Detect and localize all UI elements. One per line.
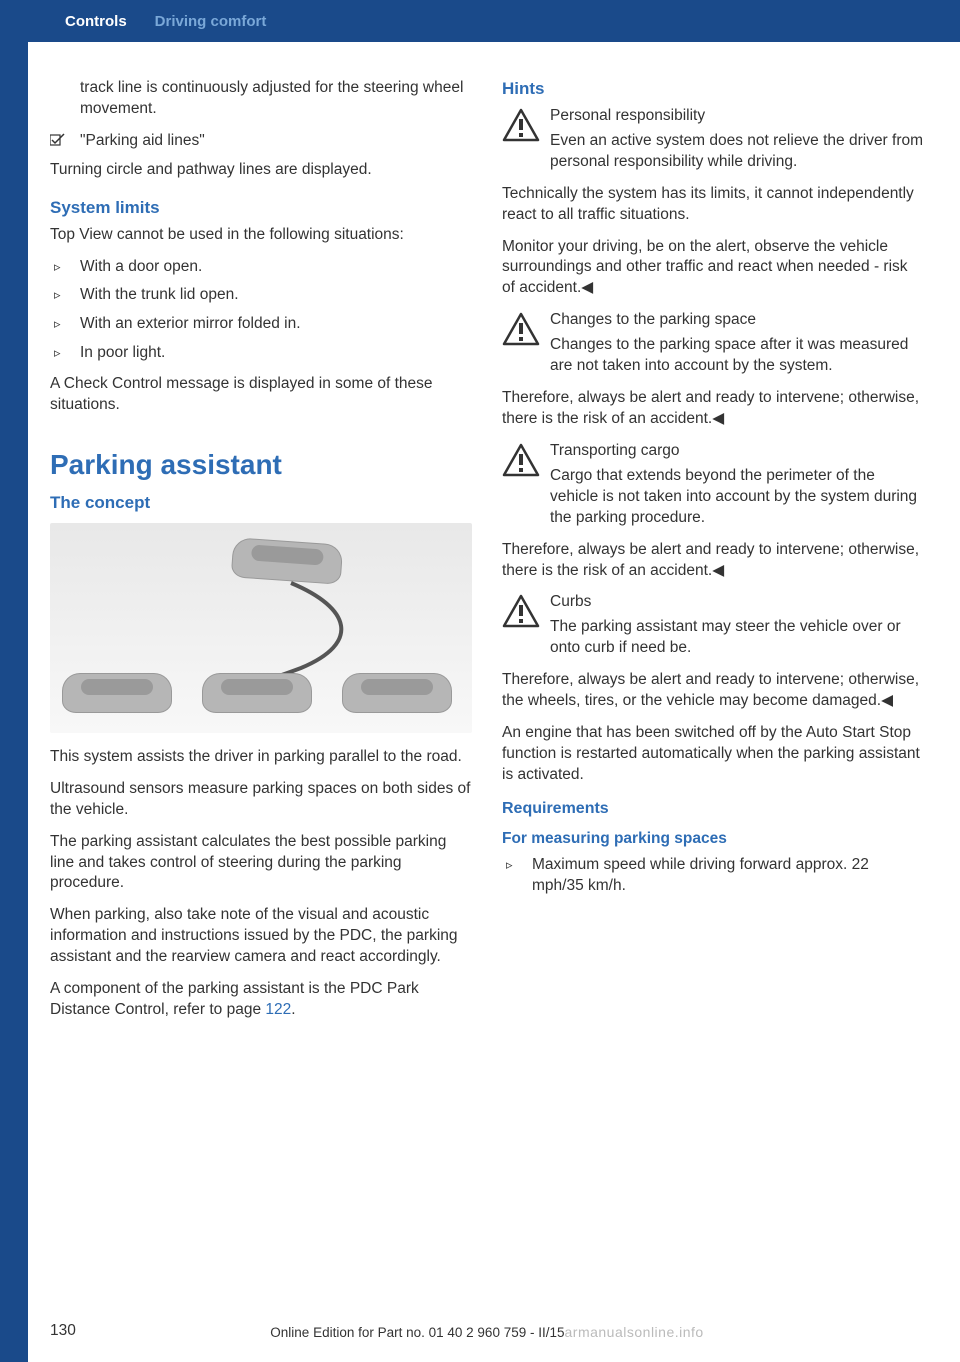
body-text: track line is continuously adjusted for …	[80, 78, 472, 120]
left-column: track line is continuously adjusted for …	[50, 78, 472, 1032]
illustration-car-left	[62, 673, 172, 713]
heading-the-concept: The concept	[50, 492, 472, 515]
list-item: Maximum speed while driving forward ap­p…	[502, 855, 924, 897]
list-item: With a door open.	[50, 257, 472, 278]
warning-transporting-cargo: Transporting cargo Cargo that extends be…	[502, 441, 924, 529]
list-item: With an exterior mirror folded in.	[50, 314, 472, 335]
heading-parking-assistant: Parking assistant	[50, 446, 472, 484]
menu-checkmark-icon	[50, 133, 68, 147]
warning-body: The parking assistant may steer the vehi…	[550, 617, 924, 659]
heading-system-limits: System limits	[50, 197, 472, 220]
body-text: An engine that has been switched off by …	[502, 723, 924, 786]
body-text: Therefore, always be alert and ready to …	[502, 670, 924, 712]
body-text: Ultrasound sensors measure parking space…	[50, 779, 472, 821]
heading-hints: Hints	[502, 78, 924, 101]
body-text-fragment: .	[291, 1001, 295, 1018]
body-text: This system assists the driver in parkin…	[50, 747, 472, 768]
body-text: Therefore, always be alert and ready to …	[502, 388, 924, 430]
page-footer: 130 Online Edition for Part no. 01 40 2 …	[50, 1324, 924, 1340]
body-text: The parking assistant calculates the bes…	[50, 832, 472, 895]
illustration-car-right	[342, 673, 452, 713]
body-text: Technically the system has its limits, i…	[502, 184, 924, 226]
illustration-car-center	[202, 673, 312, 713]
body-text: Monitor your driving, be on the alert, o…	[502, 237, 924, 300]
warning-changes-parking-space: Changes to the parking space Changes to …	[502, 310, 924, 377]
warning-icon	[502, 594, 540, 635]
list-item: In poor light.	[50, 343, 472, 364]
footer-edition-text: Online Edition for Part no. 01 40 2 960 …	[270, 1325, 564, 1340]
menu-option-label: "Parking aid lines"	[80, 132, 205, 149]
warning-title: Curbs	[550, 593, 591, 610]
warning-body: Even an active system does not relieve t…	[550, 131, 924, 173]
parking-concept-illustration	[50, 523, 472, 733]
warning-body: Cargo that extends beyond the perimeter …	[550, 466, 924, 529]
warning-title: Transporting cargo	[550, 442, 680, 459]
warning-icon	[502, 108, 540, 149]
menu-option-parking-aid-lines: "Parking aid lines"	[50, 131, 472, 152]
warning-title: Personal responsibility	[550, 107, 705, 124]
heading-requirements: Requirements	[502, 798, 924, 820]
body-text-fragment: A component of the parking assistant is …	[50, 980, 419, 1018]
body-text: Therefore, always be alert and ready to …	[502, 540, 924, 582]
page-number: 130	[50, 1322, 76, 1340]
breadcrumb-driving-comfort: Driving comfort	[155, 13, 267, 30]
right-column: Hints Personal responsibility Even an ac…	[502, 78, 924, 1032]
body-text: When parking, also take note of the visu…	[50, 905, 472, 968]
heading-for-measuring: For measuring parking spaces	[502, 829, 924, 850]
system-limits-list: With a door open. With the trunk lid ope…	[50, 257, 472, 365]
body-text: A component of the parking assistant is …	[50, 979, 472, 1021]
body-text: Top View cannot be used in the following…	[50, 225, 472, 246]
page-reference-link[interactable]: 122	[265, 1001, 291, 1018]
warning-icon	[502, 443, 540, 484]
warning-curbs: Curbs The parking assistant may steer th…	[502, 592, 924, 659]
left-stripe	[0, 0, 28, 1362]
breadcrumb-header: Controls Driving comfort	[0, 0, 960, 42]
warning-body: Changes to the parking space after it wa…	[550, 335, 924, 377]
requirements-list: Maximum speed while driving forward ap­p…	[502, 855, 924, 897]
footer-watermark: armanualsonline.info	[565, 1324, 704, 1340]
body-text: A Check Control message is displayed in …	[50, 374, 472, 416]
body-text: Turning circle and pathway lines are dis…	[50, 160, 472, 181]
list-item: With the trunk lid open.	[50, 285, 472, 306]
warning-personal-responsibility: Personal responsibility Even an active s…	[502, 106, 924, 173]
breadcrumb-controls: Controls	[65, 13, 127, 30]
warning-title: Changes to the parking space	[550, 311, 756, 328]
warning-icon	[502, 312, 540, 353]
